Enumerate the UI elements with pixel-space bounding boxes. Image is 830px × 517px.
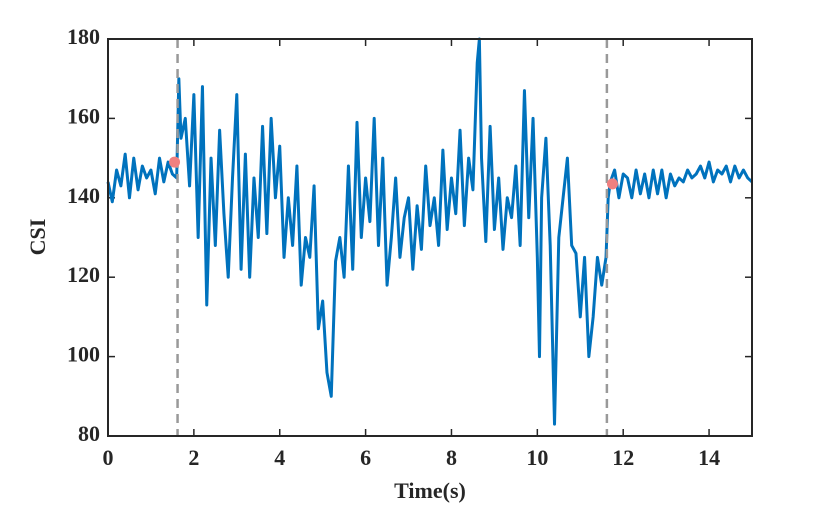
x-tick-label: 2: [188, 445, 199, 470]
plot-frame: [107, 38, 753, 437]
data-line: [106, 37, 754, 426]
y-tick-label: 180: [67, 24, 100, 49]
y-tick-label: 140: [67, 183, 100, 208]
event-point: [169, 156, 181, 168]
x-tick-label: 4: [274, 445, 285, 470]
x-tick-label: 10: [526, 445, 548, 470]
x-tick-label: 8: [446, 445, 457, 470]
x-tick-label: 0: [103, 445, 114, 470]
y-tick-label: 100: [67, 342, 100, 367]
x-tick-label: 6: [360, 445, 371, 470]
x-axis-label: Time(s): [394, 478, 466, 503]
x-tick-label: 12: [612, 445, 634, 470]
y-tick-label: 160: [67, 103, 100, 128]
x-tick-label: 14: [698, 445, 720, 470]
y-tick-label: 120: [67, 262, 100, 287]
event-point: [606, 178, 618, 190]
y-axis-label: CSI: [25, 219, 50, 256]
y-tick-label: 80: [78, 421, 100, 446]
